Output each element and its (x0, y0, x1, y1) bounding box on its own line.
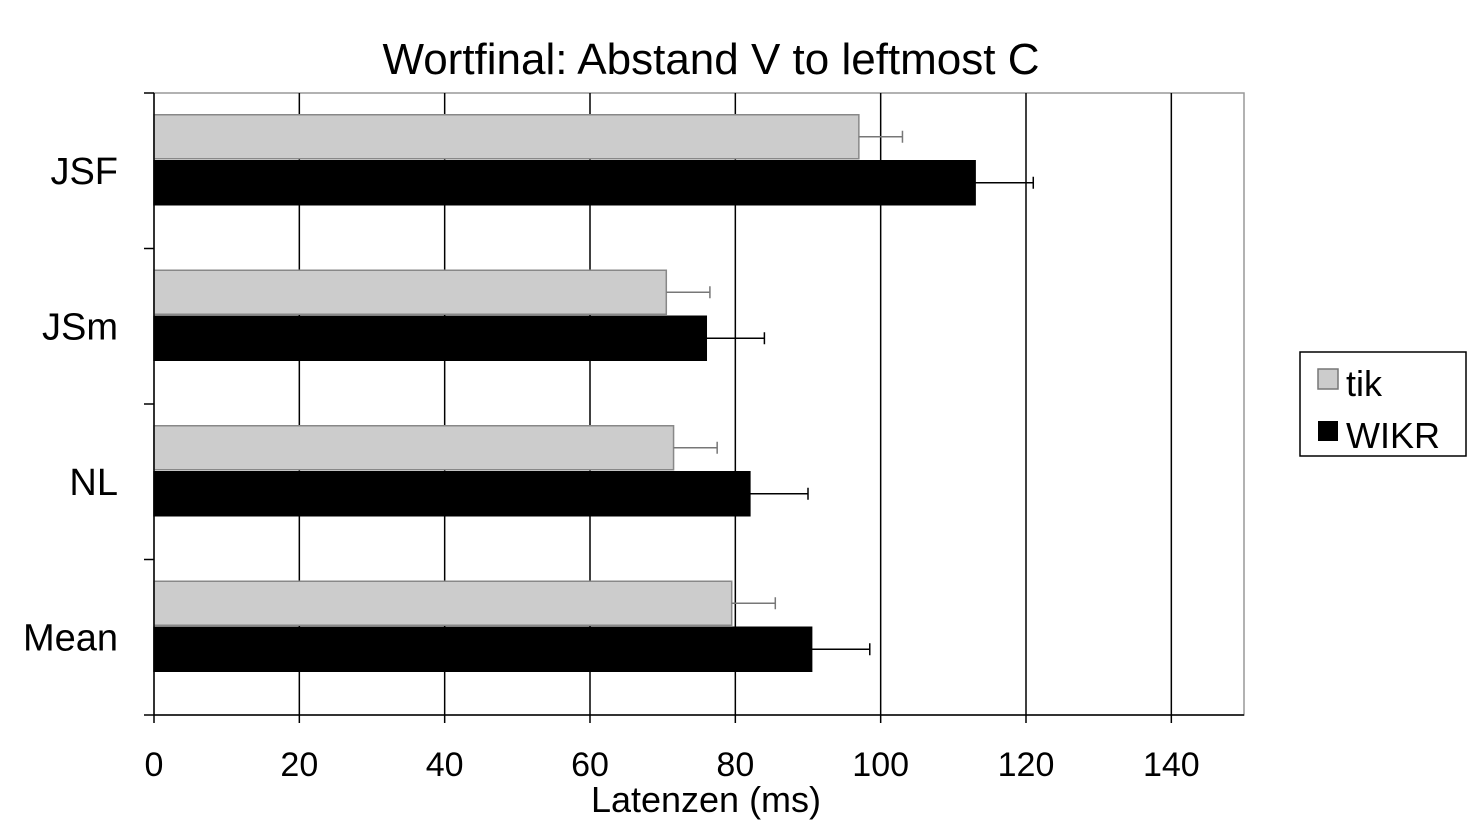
bars (153, 114, 1035, 672)
bar-wikr-jsm (153, 315, 708, 361)
y-category-label-mean: Mean (23, 617, 118, 659)
x-tick-label-20: 20 (280, 746, 318, 784)
bar-wikr-nl (153, 471, 751, 517)
x-tick-label-100: 100 (852, 746, 909, 784)
legend-swatch-wikr (1318, 421, 1338, 441)
x-tick-label-60: 60 (571, 746, 609, 784)
bar-tik-nl (153, 425, 675, 471)
x-tick-label-120: 120 (998, 746, 1055, 784)
axes (144, 92, 1244, 723)
x-tick-label-80: 80 (716, 746, 754, 784)
y-category-label-jsf: JSF (50, 151, 118, 193)
x-tick-label-40: 40 (426, 746, 464, 784)
chart-title: Wortfinal: Abstand V to leftmost C (382, 35, 1039, 84)
legend-label-wikr: WIKR (1346, 415, 1440, 456)
bar-wikr-mean (153, 626, 813, 672)
bar-wikr-jsf (153, 160, 976, 206)
bar-tik-jsf (153, 114, 860, 160)
legend: tik WIKR (1299, 351, 1467, 457)
axis-labels: 0 20 40 60 80 100 120 140 JSF JSm NL Mean (23, 151, 1200, 784)
bar-tik-mean (153, 580, 733, 626)
bar-tik-jsm (153, 269, 668, 315)
x-axis-label: Latenzen (ms) (591, 779, 821, 820)
legend-swatch-tik (1317, 368, 1339, 390)
legend-label-tik: tik (1346, 363, 1383, 404)
x-tick-label-0: 0 (145, 746, 164, 784)
y-category-label-nl: NL (69, 462, 118, 504)
x-tick-label-140: 140 (1143, 746, 1200, 784)
y-category-label-jsm: JSm (42, 306, 118, 348)
